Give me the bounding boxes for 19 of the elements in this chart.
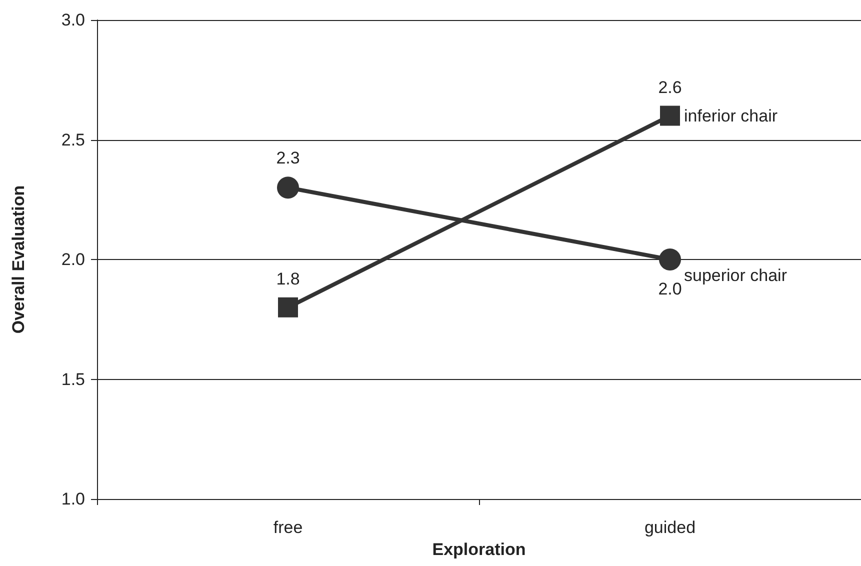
y-axis-title: Overall Evaluation xyxy=(9,185,28,334)
y-tick-label: 1.0 xyxy=(61,490,85,508)
data-label: 2.0 xyxy=(658,280,682,298)
point xyxy=(660,106,680,126)
series-label: superior chair xyxy=(684,266,788,285)
x-axis-title: Exploration xyxy=(432,540,526,559)
y-tick-label: 2.5 xyxy=(61,130,85,150)
y-tick-label: 1.5 xyxy=(61,370,85,389)
point xyxy=(278,297,298,318)
data-label: 2.3 xyxy=(276,148,300,168)
point xyxy=(659,248,681,270)
y-tick-label: 2.0 xyxy=(61,250,85,269)
series-label: inferior chair xyxy=(684,106,778,126)
point xyxy=(277,176,299,199)
data-label: 2.6 xyxy=(658,78,682,97)
data-label: 1.8 xyxy=(276,269,300,288)
x-tick-label: guided xyxy=(644,518,696,537)
x-tick-label: free xyxy=(273,518,303,537)
y-tick-label: 3.0 xyxy=(61,10,85,30)
